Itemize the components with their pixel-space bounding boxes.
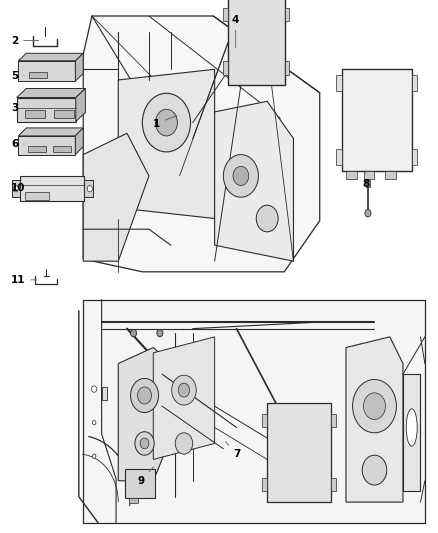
- Bar: [223, 61, 228, 75]
- Polygon shape: [83, 16, 320, 272]
- Bar: [285, 8, 289, 21]
- Circle shape: [178, 383, 190, 397]
- Bar: [412, 149, 417, 165]
- Bar: [125, 469, 155, 498]
- Polygon shape: [346, 337, 403, 502]
- Circle shape: [92, 454, 96, 458]
- Circle shape: [157, 329, 163, 337]
- Circle shape: [92, 386, 97, 392]
- Bar: [403, 374, 420, 491]
- Text: 3: 3: [11, 103, 24, 113]
- Bar: [267, 403, 331, 502]
- Polygon shape: [18, 53, 83, 61]
- Bar: [25, 192, 49, 200]
- Circle shape: [256, 205, 278, 232]
- Circle shape: [353, 379, 396, 433]
- Circle shape: [365, 209, 371, 217]
- Circle shape: [175, 433, 193, 454]
- Text: 2: 2: [11, 36, 39, 45]
- Bar: [412, 75, 417, 91]
- Bar: [18, 136, 75, 155]
- Bar: [336, 149, 342, 165]
- Bar: [29, 72, 47, 78]
- Bar: [17, 98, 76, 122]
- Polygon shape: [153, 337, 215, 459]
- Bar: [331, 478, 336, 491]
- Bar: [18, 61, 75, 81]
- Bar: [102, 387, 107, 400]
- Polygon shape: [215, 101, 293, 261]
- Text: 1: 1: [152, 116, 177, 128]
- Ellipse shape: [406, 409, 417, 446]
- Circle shape: [13, 185, 18, 192]
- Circle shape: [87, 185, 92, 192]
- Bar: [53, 146, 71, 152]
- Circle shape: [92, 421, 96, 425]
- Polygon shape: [75, 53, 83, 81]
- Polygon shape: [76, 88, 85, 122]
- Text: 6: 6: [11, 139, 24, 149]
- Circle shape: [142, 93, 191, 152]
- Circle shape: [233, 166, 249, 185]
- Bar: [331, 414, 336, 427]
- Bar: [20, 176, 84, 201]
- Text: 4: 4: [232, 15, 239, 48]
- Bar: [129, 498, 138, 503]
- Circle shape: [362, 455, 387, 485]
- Bar: [385, 171, 396, 179]
- Text: 7: 7: [225, 442, 241, 459]
- Circle shape: [140, 438, 149, 449]
- Bar: [342, 69, 412, 171]
- Text: 10: 10: [11, 183, 25, 193]
- Bar: [366, 180, 370, 187]
- Bar: [336, 75, 342, 91]
- Bar: [346, 171, 357, 179]
- Polygon shape: [118, 69, 215, 219]
- Polygon shape: [83, 133, 149, 261]
- Circle shape: [131, 329, 137, 337]
- Polygon shape: [17, 88, 85, 98]
- Bar: [28, 146, 46, 152]
- Circle shape: [138, 387, 152, 404]
- Circle shape: [172, 375, 196, 405]
- Text: 11: 11: [11, 275, 37, 285]
- Bar: [54, 110, 74, 118]
- Bar: [83, 300, 425, 523]
- Text: 8: 8: [362, 171, 369, 189]
- Bar: [262, 414, 267, 427]
- Circle shape: [135, 432, 154, 455]
- Bar: [25, 110, 45, 118]
- Bar: [285, 61, 289, 75]
- Polygon shape: [118, 348, 171, 481]
- Bar: [262, 478, 267, 491]
- Polygon shape: [75, 128, 83, 155]
- Bar: [364, 171, 374, 179]
- Bar: [223, 8, 228, 21]
- Polygon shape: [12, 180, 20, 197]
- Text: 9: 9: [138, 467, 154, 486]
- Circle shape: [155, 109, 177, 136]
- Polygon shape: [18, 128, 83, 136]
- Circle shape: [131, 378, 159, 413]
- Text: 5: 5: [11, 71, 24, 80]
- Circle shape: [364, 393, 385, 419]
- Polygon shape: [84, 180, 93, 197]
- Bar: [228, 0, 285, 85]
- Circle shape: [223, 155, 258, 197]
